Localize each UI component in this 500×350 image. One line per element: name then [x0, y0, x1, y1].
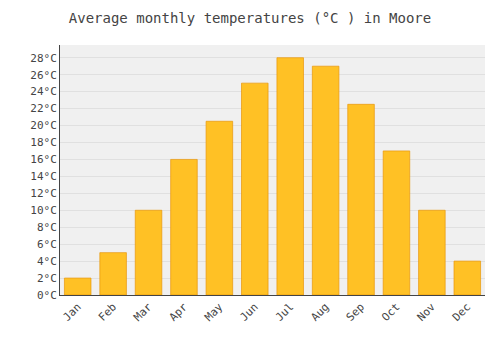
svg-text:Oct: Oct: [379, 301, 402, 324]
svg-text:28°C: 28°C: [30, 52, 57, 65]
svg-text:26°C: 26°C: [30, 69, 57, 82]
svg-text:12°C: 12°C: [30, 187, 57, 200]
svg-text:22°C: 22°C: [30, 102, 57, 115]
svg-text:Sep: Sep: [344, 301, 367, 324]
svg-text:0°C: 0°C: [37, 289, 57, 302]
svg-text:2°C: 2°C: [37, 272, 57, 285]
svg-text:Nov: Nov: [415, 300, 439, 324]
svg-text:Aug: Aug: [308, 301, 331, 324]
svg-text:10°C: 10°C: [30, 204, 57, 217]
svg-text:20°C: 20°C: [30, 119, 57, 132]
svg-text:18°C: 18°C: [30, 136, 57, 149]
svg-text:24°C: 24°C: [30, 85, 57, 98]
svg-text:Dec: Dec: [450, 301, 473, 324]
svg-text:16°C: 16°C: [30, 153, 57, 166]
svg-text:Apr: Apr: [167, 300, 191, 324]
svg-text:May: May: [202, 300, 226, 324]
svg-text:Mar: Mar: [131, 300, 155, 324]
svg-text:Jun: Jun: [238, 301, 261, 324]
svg-text:Jan: Jan: [60, 301, 83, 324]
svg-text:Feb: Feb: [96, 301, 119, 324]
svg-text:8°C: 8°C: [37, 221, 57, 234]
svg-text:4°C: 4°C: [37, 255, 57, 268]
svg-text:Average monthly temperatures (: Average monthly temperatures (°C ) in Mo…: [69, 10, 431, 26]
svg-text:Jul: Jul: [273, 301, 296, 324]
svg-text:14°C: 14°C: [30, 170, 57, 183]
svg-text:6°C: 6°C: [37, 238, 57, 251]
